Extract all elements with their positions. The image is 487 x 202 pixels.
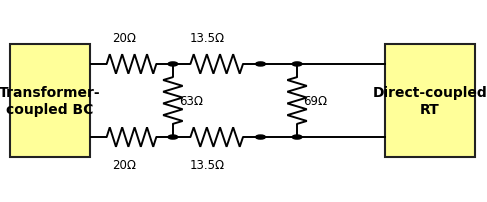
Text: 63Ω: 63Ω [179,95,203,107]
Circle shape [256,135,265,139]
FancyBboxPatch shape [385,44,475,158]
Text: 13.5Ω: 13.5Ω [189,32,225,44]
Circle shape [256,63,265,67]
Text: Direct-coupled
RT: Direct-coupled RT [373,86,487,116]
FancyBboxPatch shape [10,44,90,158]
Circle shape [292,63,302,67]
Text: 20Ω: 20Ω [112,159,136,171]
Text: Transformer-
coupled BC: Transformer- coupled BC [0,86,101,116]
Text: 20Ω: 20Ω [112,32,136,44]
Circle shape [168,63,178,67]
Text: 69Ω: 69Ω [303,95,327,107]
Circle shape [292,135,302,139]
Text: 13.5Ω: 13.5Ω [189,159,225,171]
Circle shape [168,135,178,139]
